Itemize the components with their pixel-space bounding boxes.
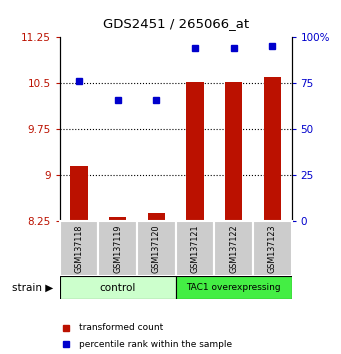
Text: transformed count: transformed count xyxy=(79,324,163,332)
Bar xyxy=(98,221,137,276)
Text: TAC1 overexpressing: TAC1 overexpressing xyxy=(186,283,281,292)
Text: GSM137118: GSM137118 xyxy=(74,224,84,273)
Text: GSM137120: GSM137120 xyxy=(152,224,161,273)
Bar xyxy=(225,82,242,221)
Text: GSM137122: GSM137122 xyxy=(229,224,238,273)
Bar xyxy=(148,213,165,221)
Bar xyxy=(109,217,126,221)
Bar xyxy=(176,276,292,299)
Text: GSM137121: GSM137121 xyxy=(190,224,199,273)
Bar xyxy=(70,166,88,221)
Text: GSM137123: GSM137123 xyxy=(268,224,277,273)
Bar xyxy=(137,221,176,276)
Bar xyxy=(60,276,176,299)
Text: control: control xyxy=(100,282,136,293)
Bar xyxy=(264,77,281,221)
Bar xyxy=(60,221,98,276)
Bar xyxy=(186,82,204,221)
Text: percentile rank within the sample: percentile rank within the sample xyxy=(79,340,232,349)
Text: GDS2451 / 265066_at: GDS2451 / 265066_at xyxy=(103,17,249,30)
Bar xyxy=(176,221,214,276)
Text: strain ▶: strain ▶ xyxy=(12,282,53,293)
Bar xyxy=(214,221,253,276)
Text: GSM137119: GSM137119 xyxy=(113,224,122,273)
Bar xyxy=(253,221,292,276)
